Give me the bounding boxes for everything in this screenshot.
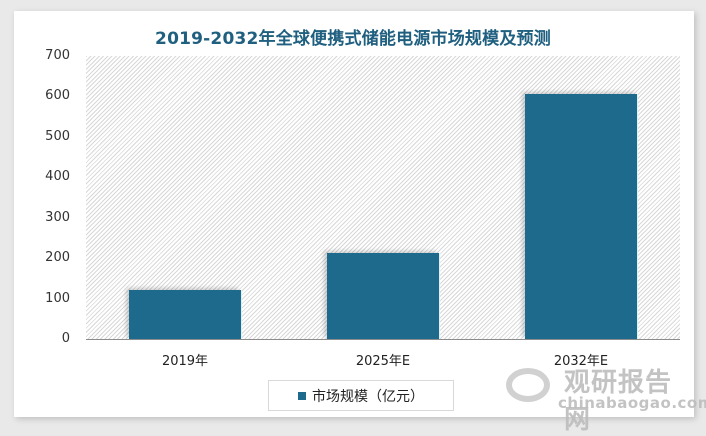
y-tick-label: 400: [45, 169, 70, 185]
y-tick-label: 700: [45, 48, 70, 63]
y-tick-label: 200: [45, 250, 70, 266]
x-axis-line: [86, 339, 680, 340]
y-tick-label: 600: [45, 88, 70, 104]
x-tick-label: 2025年E: [355, 354, 411, 369]
y-tick-label: 0: [61, 331, 70, 346]
bar: [525, 94, 637, 339]
legend-swatch-icon: [298, 391, 306, 400]
bar: [327, 252, 439, 339]
x-tick-label: 2032年E: [553, 354, 609, 369]
legend-label: 市场规模（亿元）: [312, 388, 424, 405]
y-tick-label: 300: [45, 209, 70, 225]
y-tick-label: 100: [45, 290, 70, 306]
y-tick-label: 500: [45, 128, 70, 144]
bar: [129, 290, 241, 339]
x-tick-label: 2019年: [161, 354, 209, 369]
legend: 市场规模（亿元）: [268, 380, 454, 411]
chart-title: 2019-2032年全球便携式储能电源市场规模及预测: [155, 29, 551, 49]
